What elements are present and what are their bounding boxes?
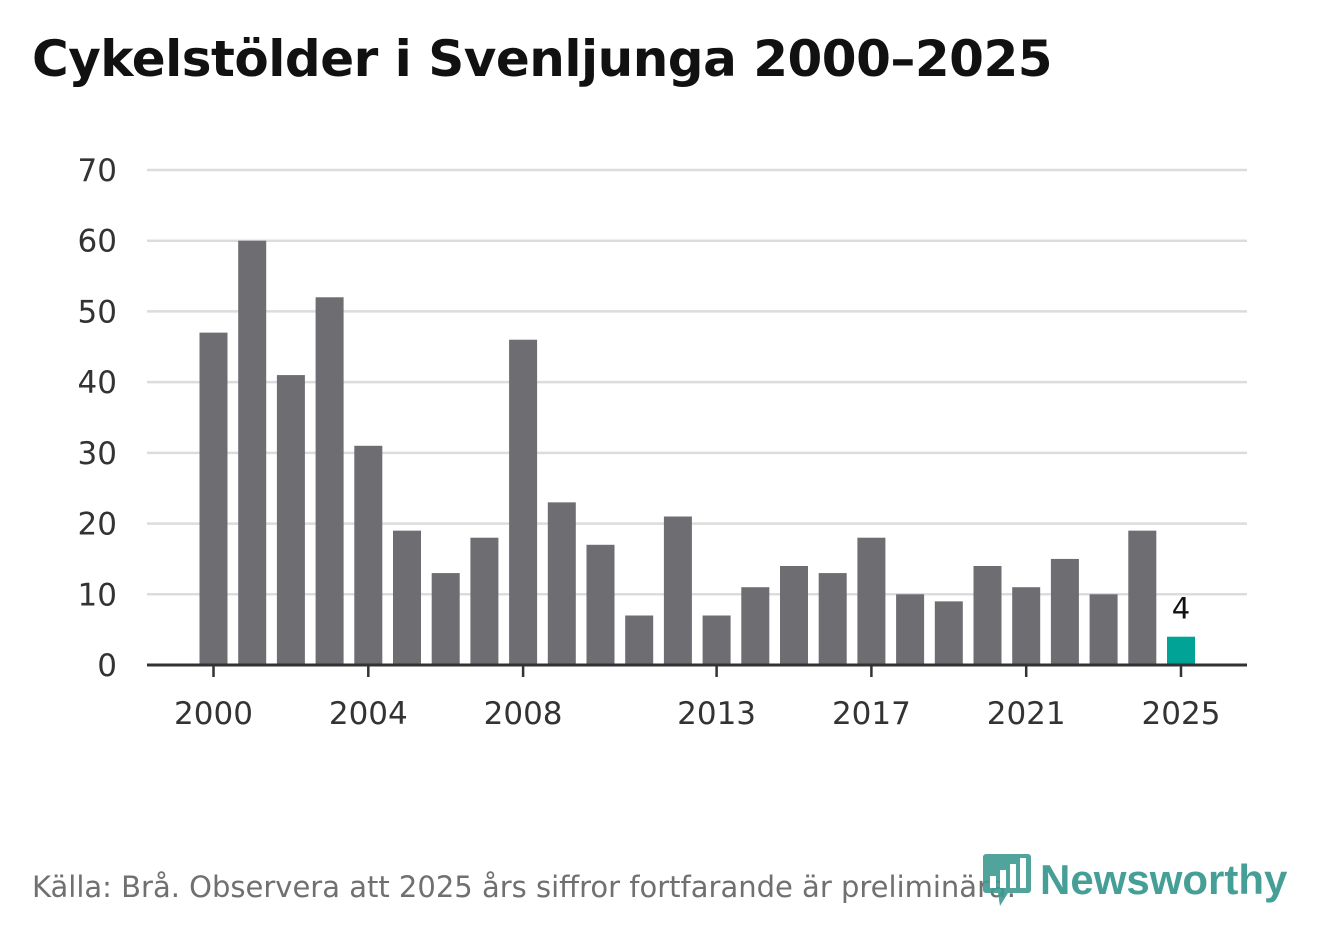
bar-2007 [470, 537, 499, 665]
bars [199, 240, 1195, 665]
annotations: 4 [1172, 592, 1190, 626]
chart-title: Cykelstölder i Svenljunga 2000–2025 [32, 30, 1053, 88]
x-tick-label: 2025 [1142, 696, 1221, 732]
bar-2016 [818, 573, 847, 665]
bar-2014 [741, 587, 770, 665]
x-tick-label: 2021 [987, 696, 1066, 732]
bar-2019 [934, 601, 963, 665]
data-label-2025: 4 [1172, 592, 1190, 626]
bar-2001 [238, 240, 267, 665]
bar-2011 [625, 615, 654, 665]
bar-2008 [509, 339, 538, 665]
bar-2012 [663, 516, 692, 665]
bar-2010 [586, 544, 615, 665]
bar-2003 [315, 297, 344, 665]
source-note: Källa: Brå. Observera att 2025 års siffr… [32, 870, 1016, 904]
y-tick-label: 40 [78, 365, 117, 401]
x-tick-label: 2004 [329, 696, 408, 732]
brand-name: Newsworthy [1040, 856, 1288, 903]
bar-2015 [780, 566, 808, 665]
bar-2025 [1167, 636, 1195, 665]
bar-2022 [1050, 558, 1079, 665]
bar-2017 [857, 537, 886, 665]
bar-2013 [702, 615, 731, 665]
y-tick-label: 60 [78, 224, 117, 260]
bar-2024 [1128, 530, 1157, 665]
bar-2018 [896, 594, 925, 665]
bar-2002 [276, 375, 305, 665]
y-tick-label: 20 [78, 507, 117, 543]
bar-2021 [1012, 587, 1041, 665]
grid-lines [147, 168, 1247, 596]
y-tick-label: 0 [97, 648, 117, 684]
y-tick-label: 10 [78, 577, 117, 613]
x-tick-label: 2008 [484, 696, 563, 732]
bar-2020 [973, 566, 1002, 665]
y-axis-labels: 0 10 20 30 40 50 60 70 [78, 153, 117, 684]
x-axis-labels: 2000 2004 2008 2013 2017 2021 2025 [174, 696, 1220, 732]
bar-2023 [1089, 594, 1118, 665]
bar-chart: 0 10 20 30 40 50 60 70 2000 2004 2008 2013 2017 2021… [78, 153, 1247, 732]
x-axis [147, 663, 1247, 677]
bar-2000 [199, 332, 228, 665]
brand-logo: Newsworthy [982, 850, 1287, 910]
x-tick-label: 2013 [677, 696, 756, 732]
bar-2009 [547, 502, 576, 665]
y-tick-label: 70 [78, 153, 117, 189]
y-tick-label: 30 [78, 436, 117, 472]
x-tick-label: 2000 [174, 696, 253, 732]
bar-2004 [354, 445, 383, 665]
x-tick-label: 2017 [832, 696, 911, 732]
newsworthy-logo-icon [983, 854, 1031, 906]
bar-2005 [393, 530, 421, 665]
y-tick-label: 50 [78, 294, 117, 330]
bar-2006 [431, 573, 460, 665]
